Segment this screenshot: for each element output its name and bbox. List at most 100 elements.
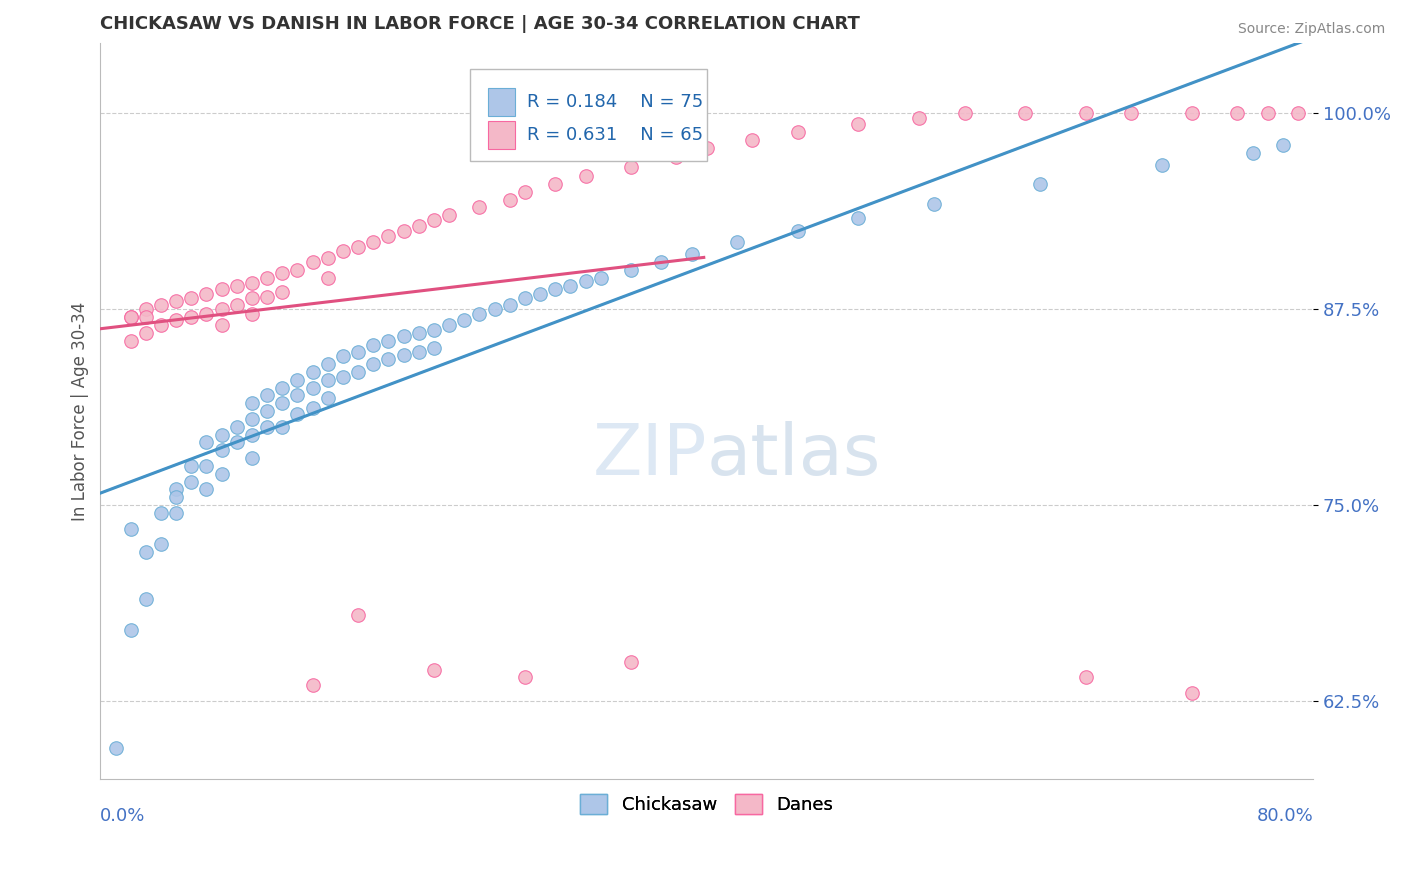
- Point: [408, 219, 430, 234]
- Point: [316, 357, 339, 371]
- Point: [120, 522, 142, 536]
- Point: [574, 274, 596, 288]
- Bar: [488, 121, 515, 149]
- Point: [377, 228, 399, 243]
- Point: [347, 365, 370, 379]
- Point: [301, 365, 323, 379]
- Point: [908, 111, 931, 125]
- Point: [256, 271, 278, 285]
- Text: 80.0%: 80.0%: [1257, 807, 1313, 825]
- Point: [150, 318, 173, 332]
- Point: [240, 307, 263, 321]
- Point: [620, 160, 643, 174]
- Point: [301, 255, 323, 269]
- Point: [240, 450, 263, 465]
- Point: [211, 443, 233, 458]
- Point: [408, 326, 430, 340]
- Point: [696, 141, 718, 155]
- Point: [165, 483, 187, 497]
- Point: [347, 239, 370, 253]
- Text: atlas: atlas: [707, 421, 882, 490]
- Point: [1271, 137, 1294, 152]
- Point: [211, 318, 233, 332]
- Point: [665, 150, 688, 164]
- Point: [848, 117, 870, 131]
- Point: [316, 373, 339, 387]
- Point: [453, 313, 475, 327]
- Text: Source: ZipAtlas.com: Source: ZipAtlas.com: [1237, 22, 1385, 37]
- Point: [165, 294, 187, 309]
- Text: CHICKASAW VS DANISH IN LABOR FORCE | AGE 30-34 CORRELATION CHART: CHICKASAW VS DANISH IN LABOR FORCE | AGE…: [100, 15, 860, 33]
- Point: [620, 263, 643, 277]
- Point: [499, 297, 522, 311]
- Text: R = 0.184    N = 75: R = 0.184 N = 75: [527, 93, 703, 111]
- Point: [953, 106, 976, 120]
- Point: [301, 380, 323, 394]
- Text: 0.0%: 0.0%: [100, 807, 146, 825]
- Point: [195, 483, 218, 497]
- Point: [287, 388, 309, 402]
- Point: [240, 291, 263, 305]
- Point: [301, 678, 323, 692]
- Point: [301, 401, 323, 415]
- Point: [361, 235, 384, 249]
- Point: [1150, 158, 1173, 172]
- Point: [180, 458, 202, 473]
- Point: [513, 291, 536, 305]
- Point: [544, 177, 567, 191]
- Point: [922, 197, 945, 211]
- Point: [211, 427, 233, 442]
- Point: [1014, 106, 1036, 120]
- Legend: Chickasaw, Danes: Chickasaw, Danes: [574, 787, 841, 822]
- Point: [150, 506, 173, 520]
- Point: [560, 278, 582, 293]
- Point: [135, 310, 157, 324]
- Text: ZIP: ZIP: [592, 421, 707, 490]
- Point: [650, 255, 672, 269]
- Point: [135, 302, 157, 317]
- Point: [135, 326, 157, 340]
- Point: [120, 310, 142, 324]
- Point: [392, 328, 415, 343]
- Point: [195, 307, 218, 321]
- Point: [423, 322, 446, 336]
- Bar: [488, 87, 515, 116]
- Point: [240, 427, 263, 442]
- Point: [316, 271, 339, 285]
- Point: [1121, 106, 1143, 120]
- Point: [316, 392, 339, 406]
- Point: [377, 352, 399, 367]
- Point: [437, 208, 460, 222]
- Point: [468, 307, 491, 321]
- Point: [499, 193, 522, 207]
- Point: [437, 318, 460, 332]
- Point: [332, 369, 354, 384]
- Point: [180, 291, 202, 305]
- Point: [271, 419, 294, 434]
- Point: [240, 396, 263, 410]
- Point: [225, 297, 247, 311]
- Point: [165, 313, 187, 327]
- Point: [120, 624, 142, 638]
- Point: [271, 380, 294, 394]
- Point: [620, 655, 643, 669]
- Point: [392, 348, 415, 362]
- Point: [529, 286, 551, 301]
- Point: [256, 290, 278, 304]
- Point: [589, 271, 612, 285]
- Point: [1074, 106, 1097, 120]
- Point: [741, 133, 763, 147]
- Point: [211, 302, 233, 317]
- Point: [681, 247, 703, 261]
- Point: [1241, 145, 1264, 160]
- Point: [423, 663, 446, 677]
- Point: [848, 211, 870, 226]
- Point: [240, 412, 263, 426]
- Point: [1181, 686, 1204, 700]
- Point: [287, 373, 309, 387]
- Point: [332, 349, 354, 363]
- Point: [211, 282, 233, 296]
- Point: [725, 235, 748, 249]
- Point: [287, 407, 309, 421]
- Point: [1286, 106, 1309, 120]
